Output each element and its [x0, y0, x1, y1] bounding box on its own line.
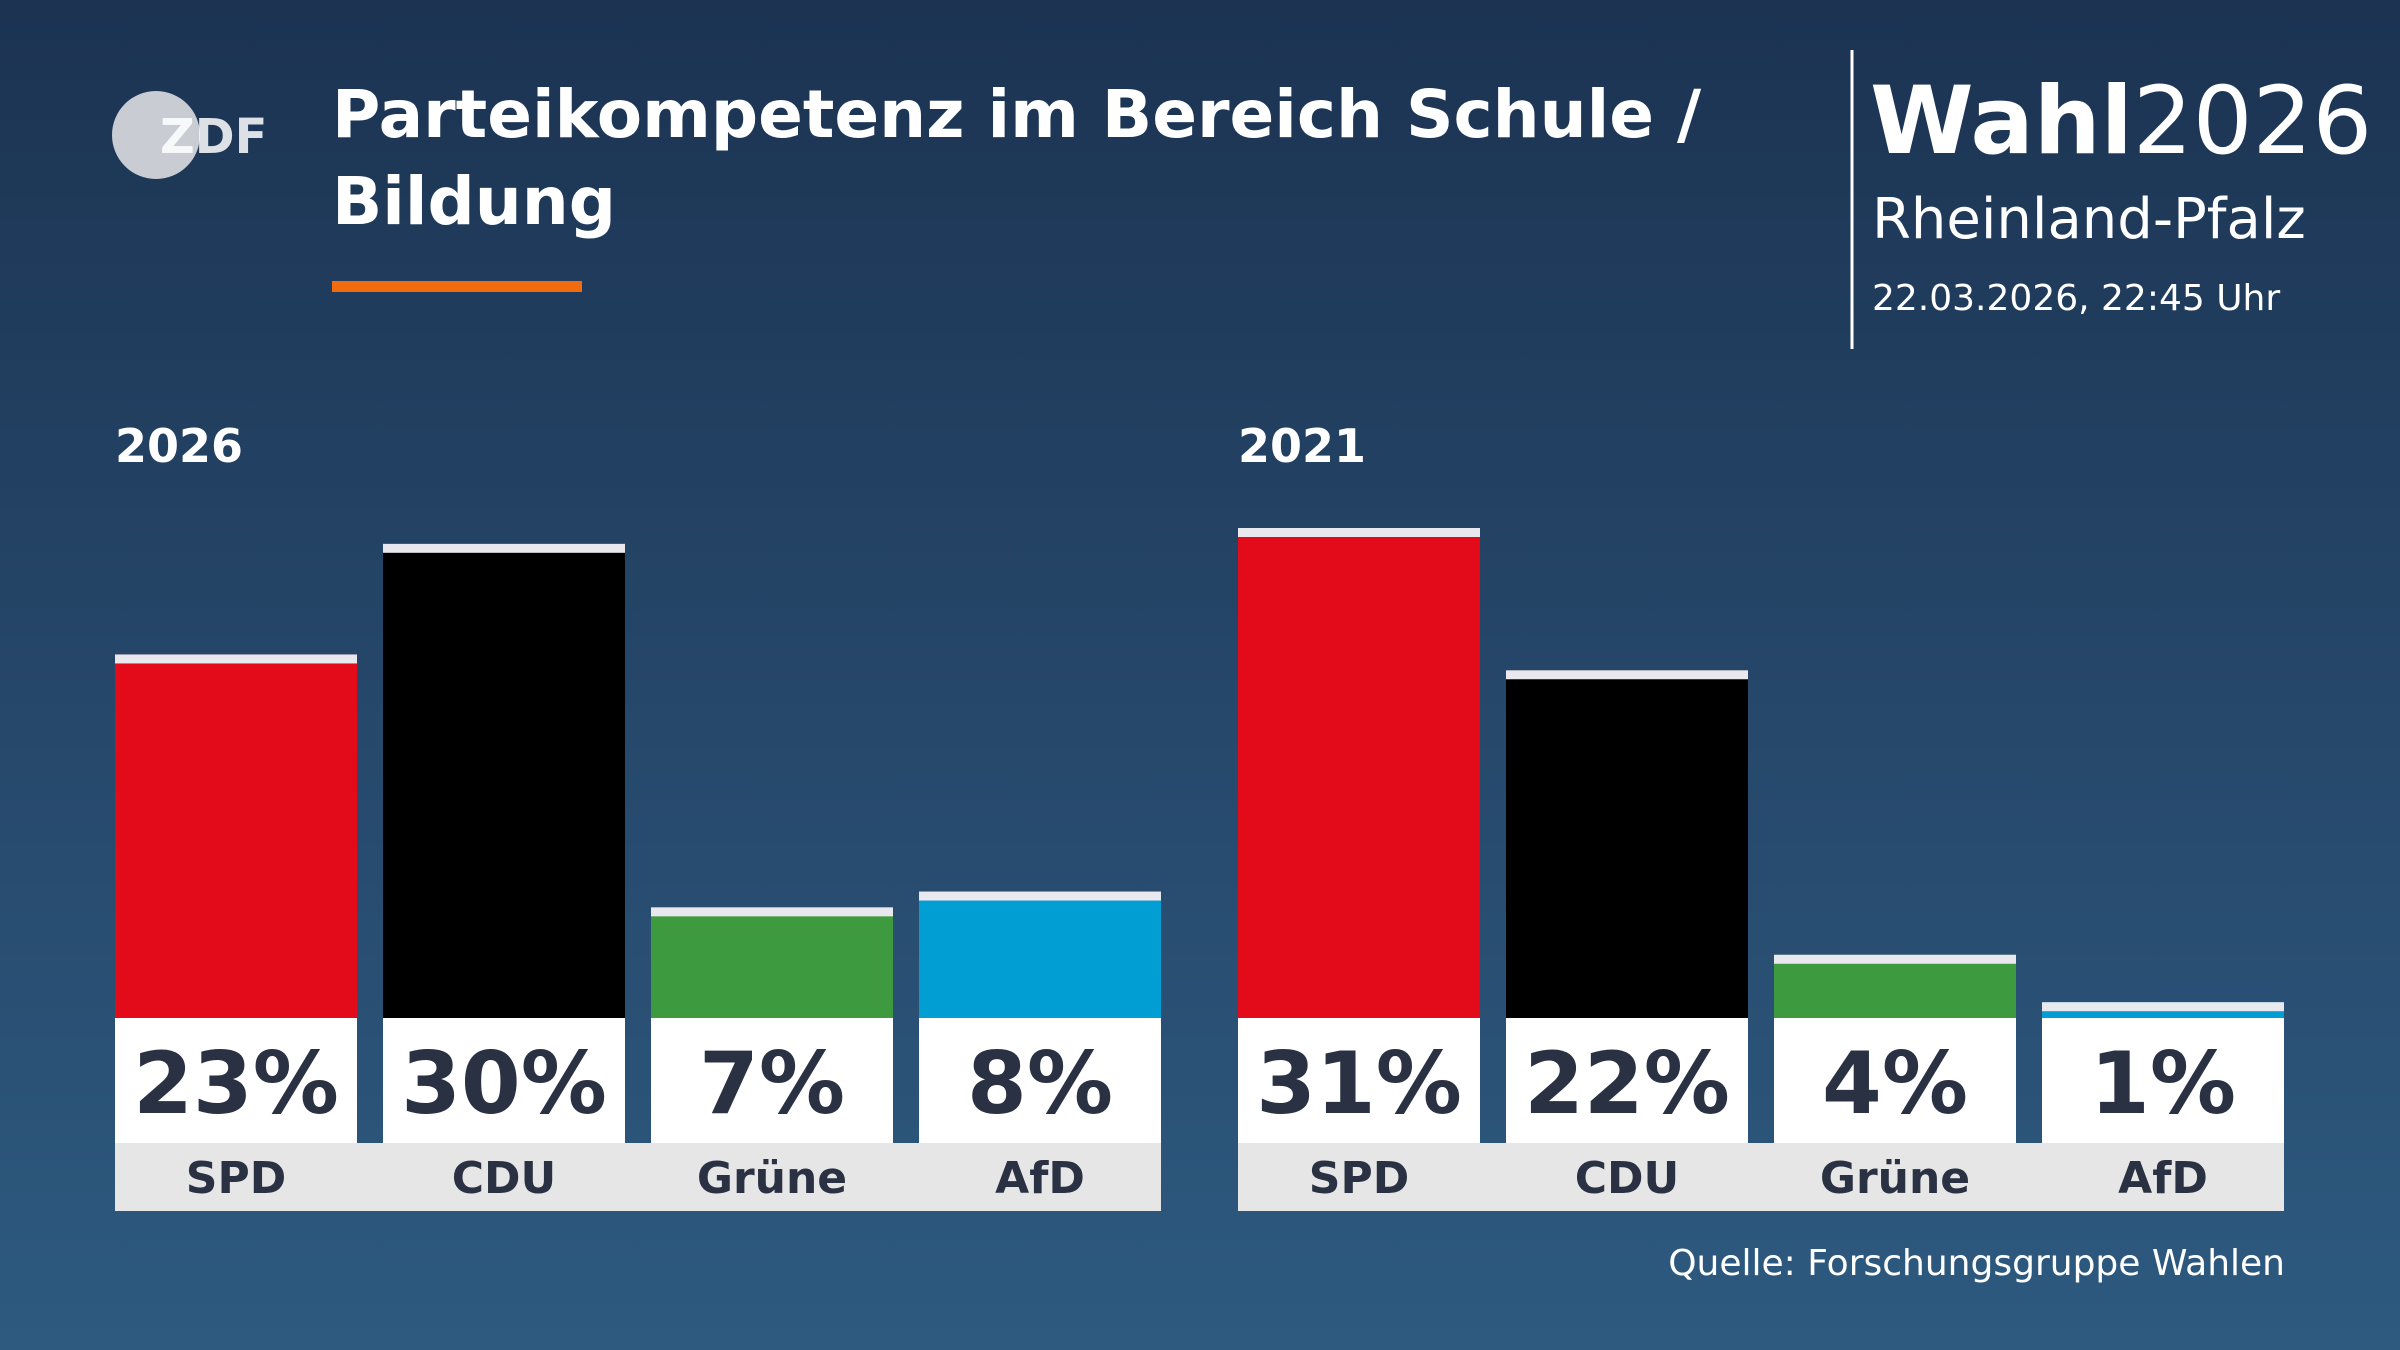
brand-light: 2026 — [2133, 67, 2372, 176]
bar-cap — [2042, 1002, 2284, 1012]
category-label: AfD — [2118, 1153, 2208, 1204]
logo-circle — [112, 91, 200, 179]
bar-cap — [651, 907, 893, 917]
category-label: SPD — [186, 1153, 286, 1204]
bar-cap — [383, 543, 625, 553]
category-label: CDU — [452, 1153, 557, 1204]
panel-title: 2021 — [1238, 419, 1366, 473]
bar — [919, 891, 1161, 1018]
label-strip — [1238, 1143, 2284, 1211]
category-label: SPD — [1309, 1153, 1409, 1204]
bar — [1506, 670, 1748, 1018]
title-line: Parteikompetenz im Bereich Schule / — [332, 76, 1702, 153]
value-box — [383, 1018, 625, 1143]
bar-cap — [919, 891, 1161, 901]
category-label: Grüne — [1820, 1153, 1970, 1204]
brand-bold: Wahl — [1870, 67, 2133, 176]
bar — [1774, 954, 2016, 1018]
value-box — [1774, 1018, 2016, 1143]
date: 22.03.2026, 22:45 Uhr — [1872, 278, 2280, 319]
value-label: 30% — [401, 1034, 607, 1134]
title-underline — [332, 281, 582, 292]
value-label: 8% — [967, 1034, 1113, 1134]
category-label: CDU — [1575, 1153, 1680, 1204]
label-strip — [115, 1143, 1161, 1211]
panel-title: 2026 — [115, 419, 243, 473]
value-label: 22% — [1524, 1034, 1730, 1134]
bar — [115, 654, 357, 1018]
bar-cap — [1506, 670, 1748, 680]
value-box — [651, 1018, 893, 1143]
category-label: AfD — [995, 1153, 1085, 1204]
title-line: Bildung — [332, 163, 616, 240]
bar — [383, 543, 625, 1018]
source: Quelle: Forschungsgruppe Wahlen — [1668, 1243, 2285, 1284]
value-label: 7% — [699, 1034, 845, 1134]
brand: Wahl2026 — [1870, 67, 2372, 176]
value-box — [1238, 1018, 1480, 1143]
value-label: 23% — [133, 1034, 339, 1134]
bar-cap — [1774, 954, 2016, 964]
bar-cap — [1238, 528, 1480, 537]
bar — [1238, 528, 1480, 1018]
value-label: 31% — [1256, 1034, 1462, 1134]
value-label: 4% — [1822, 1034, 1968, 1134]
value-box — [2042, 1018, 2284, 1143]
region: Rheinland-Pfalz — [1872, 187, 2306, 252]
value-label: 1% — [2090, 1034, 2236, 1134]
category-label: Grüne — [697, 1153, 847, 1204]
logo: ZDF — [160, 109, 267, 165]
value-box — [919, 1018, 1161, 1143]
bar — [651, 907, 893, 1018]
bar-cap — [115, 654, 357, 664]
value-box — [1506, 1018, 1748, 1143]
value-box — [115, 1018, 357, 1143]
